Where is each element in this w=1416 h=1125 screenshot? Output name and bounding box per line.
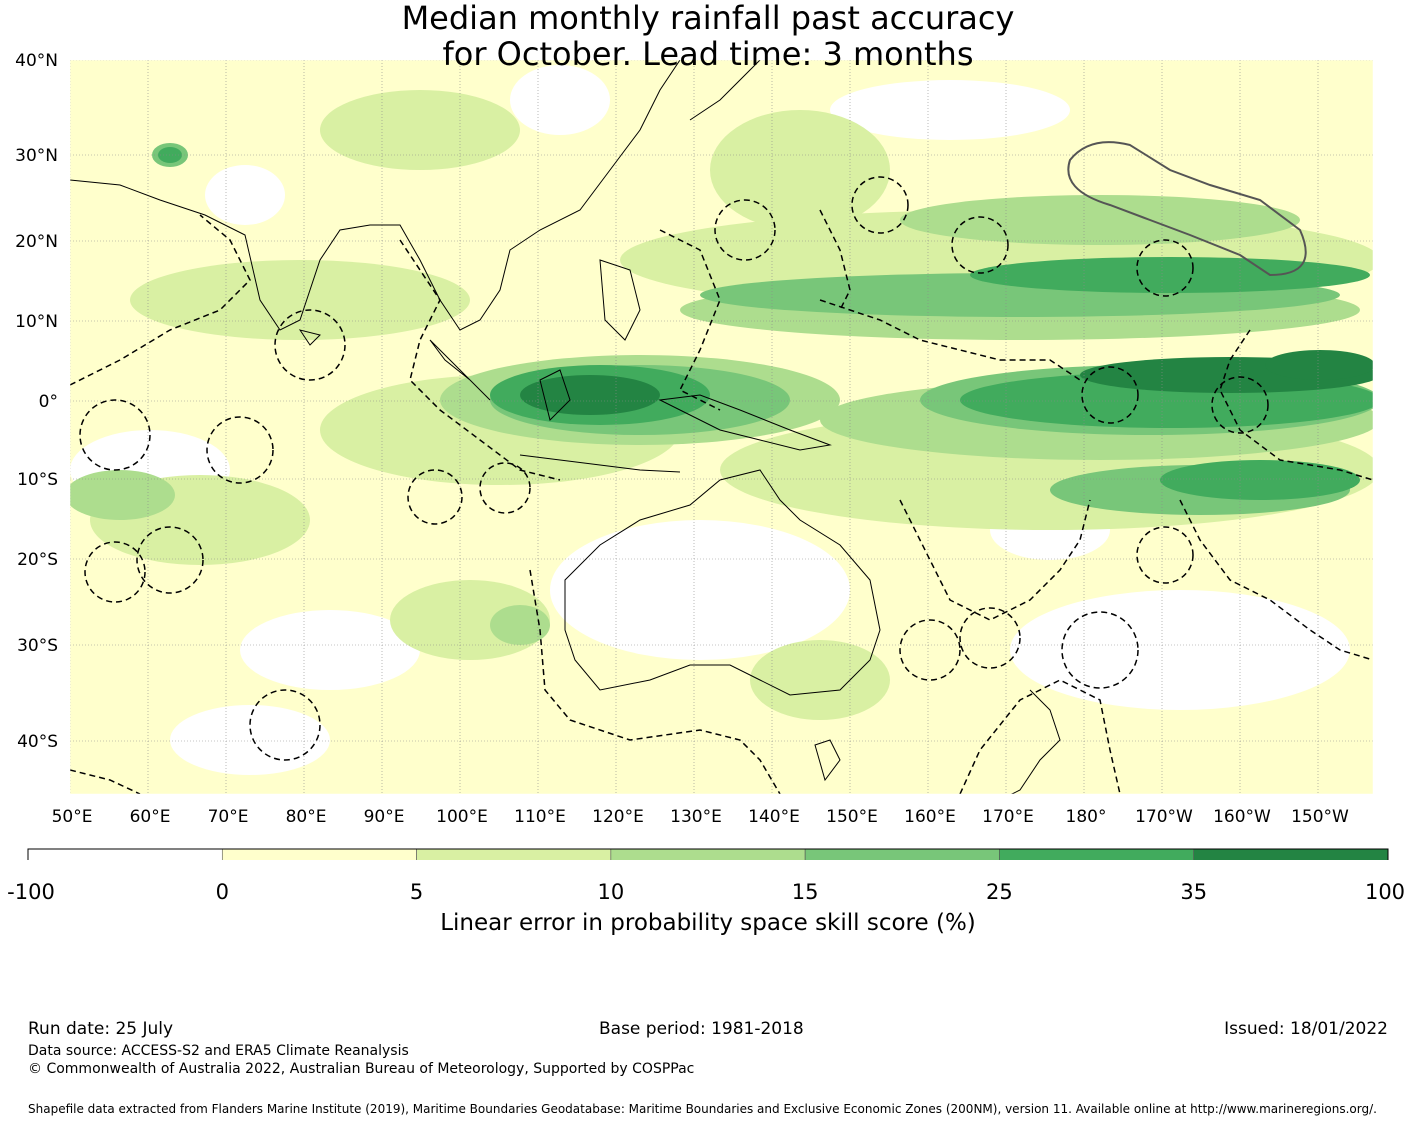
colorbar-swatch: [804, 848, 1000, 860]
lon-label: 60°E: [130, 807, 171, 827]
colorbar-swatch: [1193, 848, 1389, 860]
copyright: © Commonwealth of Australia 2022, Austra…: [28, 1061, 695, 1077]
colorbar-swatch: [610, 848, 806, 860]
lat-label: 0°: [39, 392, 58, 412]
lon-label: 50°E: [52, 807, 93, 827]
base-period: Base period: 1981-2018: [599, 1019, 804, 1039]
lon-label: 110°E: [514, 807, 566, 827]
colorbar-swatch: [27, 848, 223, 860]
colorbar-tick-label: 0: [215, 880, 229, 904]
lat-label: 40°S: [17, 732, 58, 752]
colorbar-tick-label: 5: [409, 880, 424, 904]
lat-label: 10°N: [15, 312, 58, 332]
map-frame: [69, 59, 1374, 795]
lon-label: 160°E: [904, 807, 956, 827]
lon-label: 170°W: [1135, 807, 1193, 827]
skill-map: 40°N 30°N 20°N 10°N 0° 10°S 20°S 30°S 40°S 50°E 6…: [15, 51, 1389, 860]
lon-label: 70°E: [208, 807, 249, 827]
shapefile-credit: Shapefile data extracted from Flanders M…: [28, 1102, 1377, 1116]
colorbar-tick-label: 35: [1180, 880, 1208, 904]
lat-label: 40°N: [15, 51, 58, 71]
lat-label: 30°N: [15, 146, 58, 166]
lon-label: 130°E: [670, 807, 722, 827]
issued-date: Issued: 18/01/2022: [1224, 1019, 1388, 1039]
eez-boundaries: [70, 176, 1373, 794]
lon-label: 100°E: [436, 807, 488, 827]
longitude-labels: 50°E 60°E 70°E 80°E 90°E 100°E 110°E 120°E 130°E…: [52, 807, 1350, 827]
colorbar-tick-label: 15: [791, 880, 819, 904]
lon-label: 180°: [1066, 807, 1107, 827]
lat-label: 20°S: [17, 550, 58, 570]
colorbar-tick-label: 10: [597, 880, 625, 904]
colorbar-swatch: [221, 848, 417, 860]
colorbar-swatch: [416, 848, 612, 860]
lon-label: 150°E: [826, 807, 878, 827]
lon-label: 140°E: [748, 807, 800, 827]
run-date: Run date: 25 July: [28, 1019, 174, 1039]
lat-label: 20°N: [15, 232, 58, 252]
colorbar-swatch: [999, 848, 1195, 860]
hawaii-boundary: [1067, 141, 1307, 277]
data-source: Data source: ACCESS-S2 and ERA5 Climate …: [28, 1043, 409, 1059]
colorbar: [27, 848, 1389, 860]
skill-field: [70, 65, 1373, 775]
colorbar-title: Linear error in probability space skill …: [440, 910, 976, 936]
lon-label: 90°E: [364, 807, 405, 827]
colorbar-tick-label: -100: [7, 880, 55, 904]
lon-label: 80°E: [286, 807, 327, 827]
colorbar-tick-label: 25: [986, 880, 1013, 904]
chart-title: Median monthly rainfall past accuracy fo…: [200, 0, 1216, 72]
title-line-2: for October. Lead time: 3 months: [442, 35, 974, 73]
graticule: [70, 60, 1373, 794]
lat-label: 10°S: [17, 470, 58, 490]
colorbar-frame: [27, 848, 1389, 860]
latitude-labels: 40°N 30°N 20°N 10°N 0° 10°S 20°S 30°S 40°S: [15, 51, 58, 752]
colorbar-tick-label: 100: [1364, 880, 1406, 904]
lon-label: 170°E: [982, 807, 1034, 827]
lon-label: 160°W: [1213, 807, 1271, 827]
lon-label: 120°E: [592, 807, 644, 827]
title-line-1: Median monthly rainfall past accuracy: [401, 0, 1015, 37]
lat-label: 30°S: [17, 636, 58, 656]
lon-label: 150°W: [1291, 807, 1349, 827]
coastlines: [70, 60, 1061, 794]
